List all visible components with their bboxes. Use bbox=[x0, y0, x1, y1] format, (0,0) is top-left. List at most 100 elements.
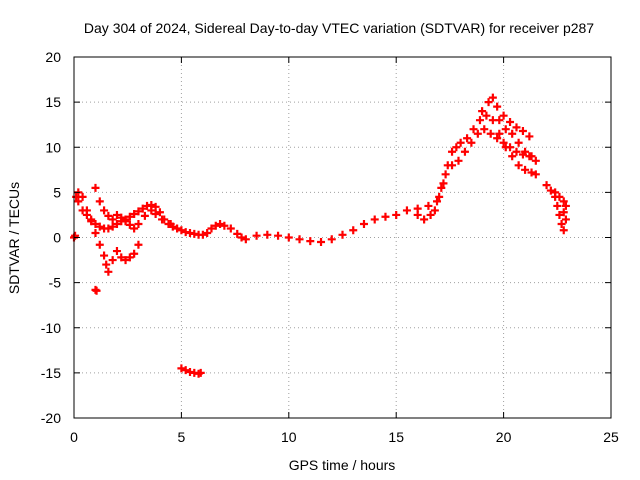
data-point bbox=[512, 123, 521, 132]
series-tail-track bbox=[542, 181, 570, 235]
data-point bbox=[463, 134, 472, 143]
data-point bbox=[495, 116, 504, 125]
data-point bbox=[151, 210, 160, 219]
data-points bbox=[70, 93, 570, 378]
data-point bbox=[216, 219, 225, 228]
data-point bbox=[284, 233, 293, 242]
data-point bbox=[430, 206, 439, 215]
y-tick-label: 5 bbox=[53, 184, 61, 200]
data-point bbox=[454, 156, 463, 165]
y-tick-label: -10 bbox=[41, 320, 61, 336]
data-point bbox=[241, 235, 250, 244]
y-tick-label: -20 bbox=[41, 410, 61, 426]
data-point bbox=[130, 249, 139, 258]
data-point bbox=[138, 204, 147, 213]
axis-ticks bbox=[73, 56, 612, 419]
data-point bbox=[561, 215, 570, 224]
data-point bbox=[87, 217, 96, 226]
data-point bbox=[486, 129, 495, 138]
data-point bbox=[370, 215, 379, 224]
data-point bbox=[71, 231, 80, 240]
data-point bbox=[508, 129, 517, 138]
data-point bbox=[327, 235, 336, 244]
data-point bbox=[130, 224, 139, 233]
data-point bbox=[104, 267, 113, 276]
data-point bbox=[95, 240, 104, 249]
data-point bbox=[82, 206, 91, 215]
data-point bbox=[338, 230, 347, 239]
data-point bbox=[125, 212, 134, 221]
data-point bbox=[177, 364, 186, 373]
data-point bbox=[151, 202, 160, 211]
data-point bbox=[508, 152, 517, 161]
data-point bbox=[125, 220, 134, 229]
data-point bbox=[506, 143, 515, 152]
data-point bbox=[108, 215, 117, 224]
x-tick-labels: 0 5 10 15 20 25 bbox=[70, 429, 619, 445]
data-point bbox=[501, 125, 510, 134]
x-tick-label: 25 bbox=[603, 429, 619, 445]
data-point bbox=[527, 168, 536, 177]
data-point bbox=[207, 224, 216, 233]
data-point bbox=[121, 256, 130, 265]
y-tick-label: 10 bbox=[45, 139, 61, 155]
data-point bbox=[274, 231, 283, 240]
data-point bbox=[306, 237, 315, 246]
data-point bbox=[203, 228, 212, 237]
data-point bbox=[252, 231, 261, 240]
y-tick-label: 15 bbox=[45, 94, 61, 110]
chart-title: Day 304 of 2024, Sidereal Day-to-day VTE… bbox=[84, 20, 594, 36]
data-point bbox=[475, 116, 484, 125]
data-point bbox=[433, 197, 442, 206]
data-point bbox=[220, 221, 229, 230]
data-point bbox=[121, 217, 130, 226]
data-point bbox=[448, 161, 457, 170]
data-point bbox=[439, 179, 448, 188]
data-point bbox=[512, 147, 521, 156]
data-point bbox=[104, 211, 113, 220]
data-point bbox=[456, 138, 465, 147]
data-point bbox=[317, 238, 326, 247]
data-point bbox=[108, 222, 117, 231]
data-point bbox=[467, 138, 476, 147]
data-point bbox=[499, 111, 508, 120]
data-point bbox=[237, 233, 246, 242]
data-point bbox=[402, 206, 411, 215]
data-point bbox=[527, 152, 536, 161]
data-point bbox=[104, 224, 113, 233]
data-point bbox=[437, 183, 446, 192]
series-secondary-track bbox=[74, 93, 540, 276]
data-point bbox=[555, 192, 564, 201]
data-point bbox=[521, 147, 530, 156]
data-point bbox=[495, 129, 504, 138]
data-point bbox=[499, 138, 508, 147]
data-point bbox=[381, 212, 390, 221]
y-tick-labels: -20 -15 -10 -5 0 5 10 15 20 bbox=[41, 49, 61, 426]
data-point bbox=[91, 183, 100, 192]
data-point bbox=[100, 206, 109, 215]
data-point bbox=[92, 286, 101, 295]
x-tick-label: 5 bbox=[178, 429, 186, 445]
y-axis-label: SDTVAR / TECUs bbox=[6, 182, 22, 294]
data-point bbox=[95, 222, 104, 231]
data-point bbox=[493, 102, 502, 111]
data-point bbox=[546, 186, 555, 195]
data-point bbox=[460, 147, 469, 156]
y-tick-label: -5 bbox=[49, 275, 62, 291]
data-point bbox=[78, 192, 87, 201]
data-point bbox=[493, 134, 502, 143]
data-point bbox=[480, 125, 489, 134]
y-tick-label: 20 bbox=[45, 49, 61, 65]
y-tick-label: 0 bbox=[53, 230, 61, 246]
data-point bbox=[559, 197, 568, 206]
series-outliers bbox=[70, 231, 205, 378]
data-point bbox=[514, 161, 523, 170]
data-point bbox=[74, 197, 83, 206]
data-point bbox=[263, 230, 272, 239]
data-point bbox=[125, 253, 134, 262]
data-point bbox=[158, 215, 167, 224]
data-point bbox=[551, 188, 560, 197]
data-point bbox=[181, 366, 190, 375]
data-point bbox=[559, 208, 568, 217]
